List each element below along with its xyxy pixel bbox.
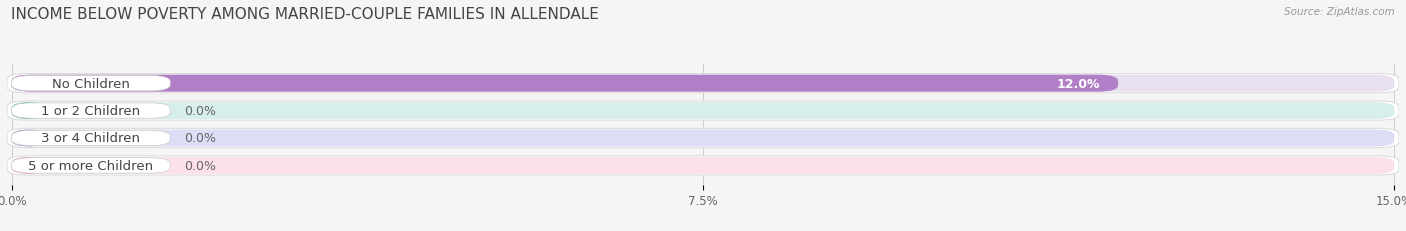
Text: No Children: No Children (52, 77, 129, 90)
FancyBboxPatch shape (11, 157, 1395, 174)
Text: INCOME BELOW POVERTY AMONG MARRIED-COUPLE FAMILIES IN ALLENDALE: INCOME BELOW POVERTY AMONG MARRIED-COUPL… (11, 7, 599, 22)
FancyBboxPatch shape (7, 156, 1399, 175)
Text: 0.0%: 0.0% (184, 159, 217, 172)
FancyBboxPatch shape (7, 74, 1399, 93)
Text: Source: ZipAtlas.com: Source: ZipAtlas.com (1284, 7, 1395, 17)
FancyBboxPatch shape (11, 158, 170, 173)
FancyBboxPatch shape (7, 102, 1399, 121)
FancyBboxPatch shape (11, 76, 170, 91)
Text: 5 or more Children: 5 or more Children (28, 159, 153, 172)
FancyBboxPatch shape (1039, 76, 1118, 91)
FancyBboxPatch shape (11, 103, 46, 120)
FancyBboxPatch shape (11, 75, 1395, 92)
FancyBboxPatch shape (11, 103, 1395, 120)
Text: 3 or 4 Children: 3 or 4 Children (41, 132, 141, 145)
Text: 1 or 2 Children: 1 or 2 Children (41, 105, 141, 118)
FancyBboxPatch shape (11, 75, 1118, 92)
FancyBboxPatch shape (11, 157, 46, 174)
FancyBboxPatch shape (11, 130, 1395, 147)
FancyBboxPatch shape (11, 130, 46, 147)
Text: 0.0%: 0.0% (184, 132, 217, 145)
FancyBboxPatch shape (11, 131, 170, 146)
FancyBboxPatch shape (7, 129, 1399, 148)
Text: 12.0%: 12.0% (1057, 77, 1101, 90)
FancyBboxPatch shape (11, 103, 170, 119)
Text: 0.0%: 0.0% (184, 105, 217, 118)
